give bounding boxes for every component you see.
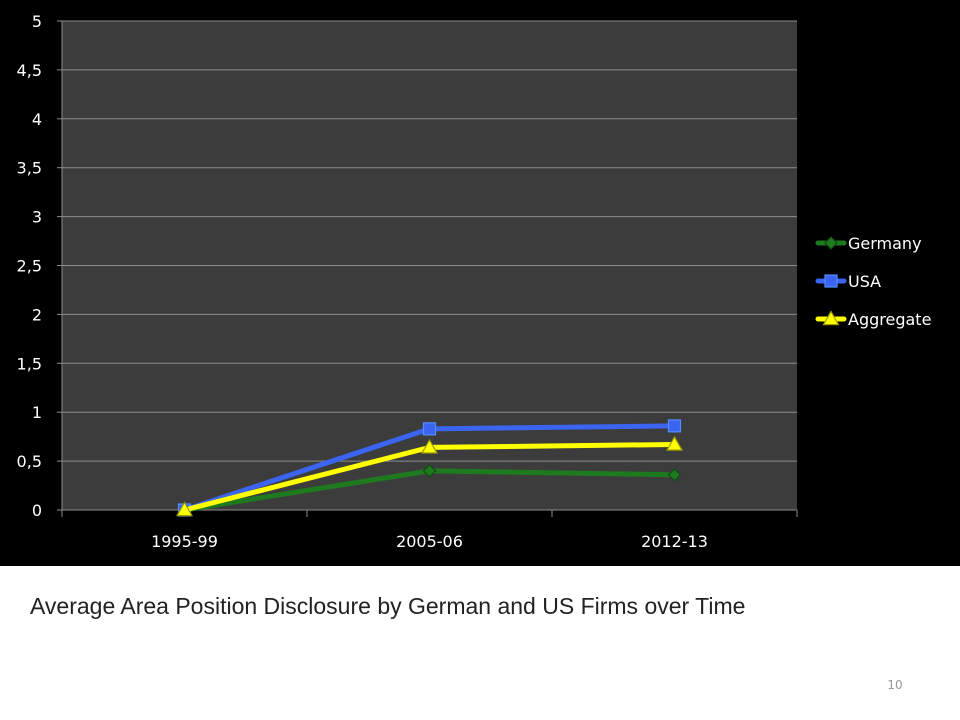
y-tick-label: 1 — [32, 403, 42, 422]
y-tick-label: 0,5 — [17, 452, 42, 471]
data-point-aggregate — [420, 438, 439, 454]
y-tick-label: 1,5 — [17, 354, 42, 373]
y-tick-label: 2,5 — [17, 257, 42, 276]
chart-area: 0 0,5 1 1,5 2 2,5 3 3,5 4 4,5 5 1995-99 2005-06 2012-… — [0, 0, 960, 566]
data-point-usa — [667, 419, 682, 433]
data-point-aggregate — [175, 501, 194, 517]
legend-label-germany: Germany — [848, 234, 922, 253]
data-point-usa — [422, 422, 437, 436]
slide-number: 10 — [887, 678, 903, 692]
x-tick-label: 2012-13 — [641, 532, 708, 551]
legend-marker-aggregate — [822, 310, 840, 326]
legend-marker-usa — [824, 274, 838, 288]
y-tick-label: 4 — [32, 110, 42, 129]
y-tick-label: 3,5 — [17, 159, 42, 178]
data-point-germany — [422, 464, 437, 478]
y-tick-label: 4,5 — [17, 61, 42, 80]
x-tick-label: 1995-99 — [151, 532, 218, 551]
legend-label-aggregate: Aggregate — [848, 310, 931, 329]
y-tick-label: 0 — [32, 501, 42, 520]
legend-marker-germany — [824, 236, 838, 250]
y-tick-label: 2 — [32, 305, 42, 324]
y-tick-label: 5 — [32, 12, 42, 31]
x-tick-label: 2005-06 — [396, 532, 463, 551]
line-chart: 0 0,5 1 1,5 2 2,5 3 3,5 4 4,5 5 1995-99 2005-06 2012-… — [17, 12, 932, 551]
data-point-aggregate — [665, 435, 684, 451]
legend-label-usa: USA — [848, 272, 881, 291]
chart-caption: Average Area Position Disclosure by Germ… — [30, 593, 746, 619]
y-tick-label: 3 — [32, 208, 42, 227]
data-point-germany — [667, 467, 682, 482]
